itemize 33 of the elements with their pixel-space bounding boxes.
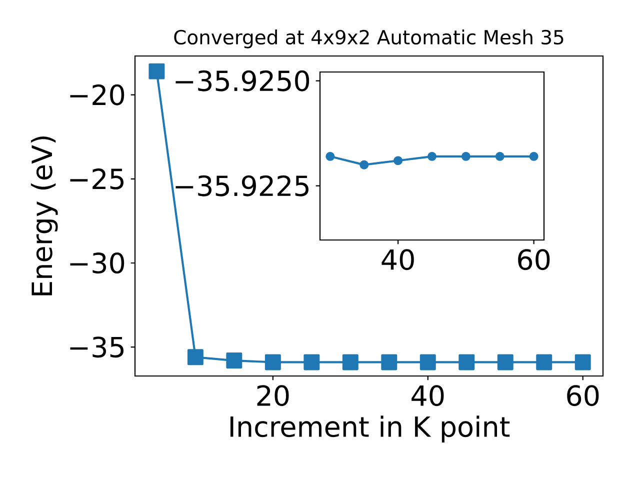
point [420, 354, 436, 370]
x-axis-title: Increment in K point [230, 416, 510, 442]
y-axis-title: Energy (eV) [30, 136, 58, 296]
x-tick-label: 60 [518, 249, 550, 270]
y-tick-label: −35 [70, 336, 124, 358]
point [574, 354, 591, 370]
y-tick-label: −35.9225 [176, 175, 308, 196]
y-tick-label: −20 [70, 84, 124, 106]
point [495, 152, 504, 161]
x-tick-label: 60 [567, 385, 599, 406]
point [427, 152, 437, 161]
chart-title: Converged at 4x9x2 Automatic Mesh 35 [174, 30, 564, 48]
y-tick-label: −30 [70, 252, 124, 274]
point [381, 354, 398, 370]
x-tick-label: 40 [412, 385, 444, 406]
point [536, 354, 552, 370]
y-tick-label: −25 [70, 168, 124, 190]
point [394, 156, 403, 166]
point [226, 352, 242, 369]
point [360, 160, 369, 170]
point [187, 349, 204, 366]
point [148, 63, 165, 80]
point [264, 354, 281, 370]
point [497, 354, 514, 370]
point [326, 152, 335, 161]
x-tick-label: 20 [257, 385, 289, 406]
x-tick-label: 40 [382, 249, 414, 270]
point [529, 152, 538, 161]
y-tick-label: −35.9250 [176, 70, 310, 92]
point [461, 152, 470, 161]
point [342, 354, 358, 370]
point [458, 354, 475, 370]
point [304, 354, 320, 370]
